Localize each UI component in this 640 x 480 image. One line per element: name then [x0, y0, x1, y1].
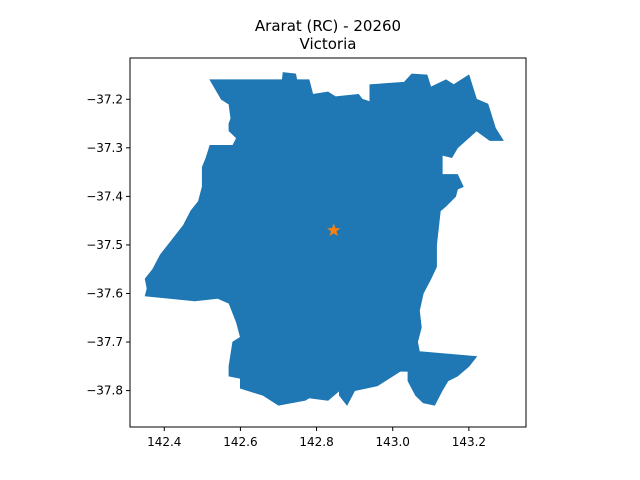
chart-subtitle: Victoria	[300, 35, 357, 53]
y-tick-label: −37.8	[86, 384, 123, 398]
y-tick-label: −37.3	[86, 141, 123, 155]
x-tick-label: 143.0	[376, 435, 410, 449]
y-tick-label: −37.6	[86, 286, 123, 300]
x-axis-ticks: 142.4 142.6 142.8 143.0 143.2	[147, 427, 486, 449]
y-tick-label: −37.2	[86, 92, 123, 106]
y-tick-label: −37.5	[86, 238, 123, 252]
chart-title: Ararat (RC) - 20260	[255, 17, 401, 35]
axes-frame	[129, 57, 527, 428]
x-tick-label: 142.4	[147, 435, 181, 449]
y-tick-label: −37.7	[86, 335, 123, 349]
centroid-star-marker	[327, 223, 341, 236]
y-axis-ticks: −37.2 −37.3 −37.4 −37.5 −37.6 −37.7 −37.8	[86, 92, 130, 398]
x-tick-label: 142.8	[299, 435, 333, 449]
x-tick-label: 142.6	[223, 435, 257, 449]
region-polygon	[144, 72, 504, 406]
y-tick-label: −37.4	[86, 189, 123, 203]
x-tick-label: 143.2	[452, 435, 486, 449]
